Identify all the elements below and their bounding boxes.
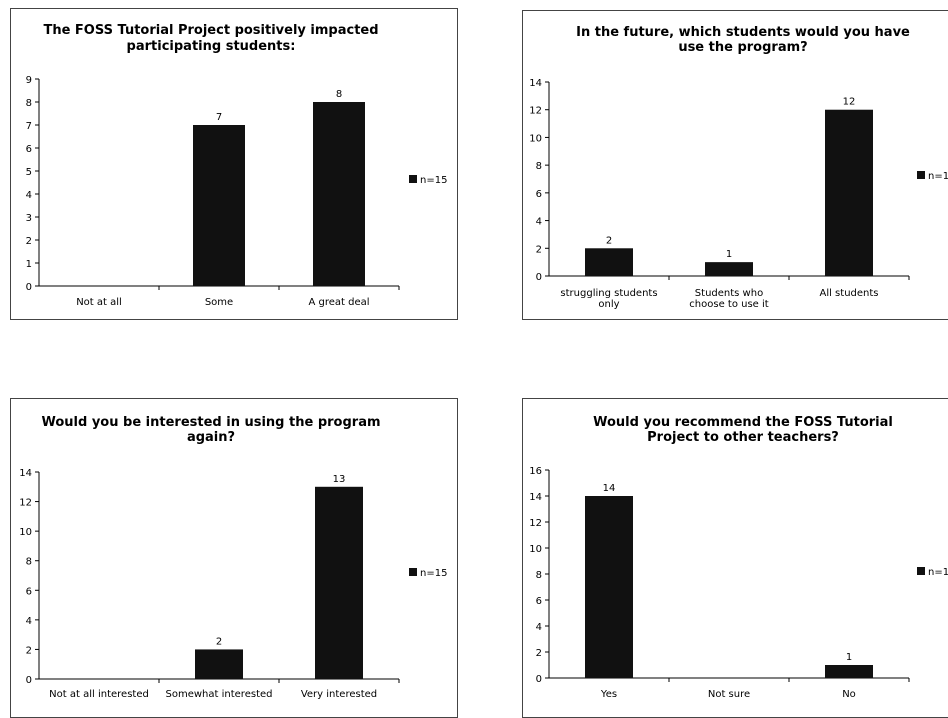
chart-panel-impact: The FOSS Tutorial Project positively imp… — [10, 8, 458, 320]
chart-impact: The FOSS Tutorial Project positively imp… — [26, 23, 448, 308]
y-tick-label: 8 — [536, 570, 542, 581]
chart-title: participating students: — [127, 39, 296, 54]
y-tick-label: 14 — [529, 78, 542, 89]
y-tick-label: 0 — [26, 675, 32, 686]
y-tick-label: 10 — [19, 527, 32, 538]
y-tick-label: 3 — [26, 213, 32, 224]
data-label: 13 — [333, 474, 346, 485]
category-label: Not at all interested — [49, 689, 149, 700]
y-tick-label: 6 — [26, 144, 32, 155]
y-tick-label: 5 — [26, 167, 32, 178]
y-tick-label: 9 — [26, 75, 32, 86]
data-label: 1 — [846, 652, 852, 663]
chart-panel-future-use: In the future, which students would you … — [522, 10, 948, 320]
chart-recommend: Would you recommend the FOSS TutorialPro… — [529, 415, 948, 700]
category-label: Students who — [695, 288, 763, 299]
category-label: Some — [205, 297, 233, 308]
data-label: 12 — [843, 97, 856, 108]
chart-future-use: In the future, which students would you … — [529, 25, 948, 310]
bar — [705, 262, 753, 276]
legend-swatch — [409, 175, 417, 183]
y-tick-label: 0 — [26, 282, 32, 293]
data-label: 2 — [606, 235, 612, 246]
legend-label: n=15 — [420, 175, 447, 186]
bar — [313, 102, 365, 286]
y-tick-label: 8 — [536, 161, 542, 172]
category-label: struggling students — [560, 288, 657, 299]
chart-interest: Would you be interested in using the pro… — [19, 415, 447, 700]
bar — [825, 665, 873, 678]
chart-title: Would you recommend the FOSS Tutorial — [593, 415, 893, 430]
y-tick-label: 12 — [19, 498, 32, 509]
bar — [193, 125, 245, 286]
y-tick-label: 14 — [529, 492, 542, 503]
y-tick-label: 8 — [26, 557, 32, 568]
bar — [585, 496, 633, 678]
chart-title: In the future, which students would you … — [576, 25, 910, 40]
y-tick-label: 8 — [26, 98, 32, 109]
legend-label: n=15 — [420, 568, 447, 579]
bar — [825, 109, 873, 276]
legend-swatch — [917, 171, 925, 179]
chart-title: use the program? — [678, 40, 807, 55]
chart-panel-recommend: Would you recommend the FOSS Tutorial Pro… — [522, 398, 948, 718]
category-label: Somewhat interested — [166, 689, 273, 700]
bar — [195, 649, 243, 679]
chart-title: Would you be interested in using the pro… — [41, 415, 380, 430]
data-label: 14 — [603, 483, 616, 494]
bar — [585, 248, 633, 276]
legend-label: n=15 — [928, 567, 948, 578]
legend-swatch — [917, 567, 925, 575]
category-label: choose to use it — [689, 299, 768, 310]
chart-panel-interest: Would you be interested in using the pro… — [10, 398, 458, 718]
legend-label: n=15 — [928, 171, 948, 182]
y-tick-label: 14 — [19, 468, 32, 479]
y-tick-label: 2 — [26, 236, 32, 247]
data-label: 7 — [216, 112, 222, 123]
y-tick-label: 6 — [26, 586, 32, 597]
category-label: Yes — [600, 689, 617, 700]
category-label: Very interested — [301, 689, 377, 700]
category-label: No — [842, 689, 856, 700]
y-tick-label: 4 — [536, 622, 542, 633]
category-label: only — [598, 299, 619, 310]
chart-title: again? — [187, 430, 235, 445]
y-tick-label: 4 — [26, 190, 32, 201]
y-tick-label: 0 — [536, 674, 542, 685]
data-label: 8 — [336, 89, 342, 100]
y-tick-label: 2 — [536, 244, 542, 255]
category-label: A great deal — [308, 297, 369, 308]
y-tick-label: 7 — [26, 121, 32, 132]
y-tick-label: 4 — [26, 616, 32, 627]
y-tick-label: 2 — [26, 645, 32, 656]
y-tick-label: 1 — [26, 259, 32, 270]
category-label: Not at all — [76, 297, 122, 308]
y-tick-label: 0 — [536, 272, 542, 283]
legend-swatch — [409, 568, 417, 576]
y-tick-label: 10 — [529, 544, 542, 555]
y-tick-label: 12 — [529, 518, 542, 529]
y-tick-label: 6 — [536, 596, 542, 607]
category-label: Not sure — [708, 689, 750, 700]
chart-title: The FOSS Tutorial Project positively imp… — [43, 23, 378, 38]
y-tick-label: 10 — [529, 133, 542, 144]
y-tick-label: 6 — [536, 189, 542, 200]
y-tick-label: 4 — [536, 217, 542, 228]
data-label: 1 — [726, 249, 732, 260]
y-tick-label: 2 — [536, 648, 542, 659]
y-tick-label: 16 — [529, 466, 542, 477]
category-label: All students — [819, 288, 878, 299]
y-tick-label: 12 — [529, 106, 542, 117]
data-label: 2 — [216, 636, 222, 647]
chart-title: Project to other teachers? — [647, 430, 839, 445]
bar — [315, 486, 363, 679]
